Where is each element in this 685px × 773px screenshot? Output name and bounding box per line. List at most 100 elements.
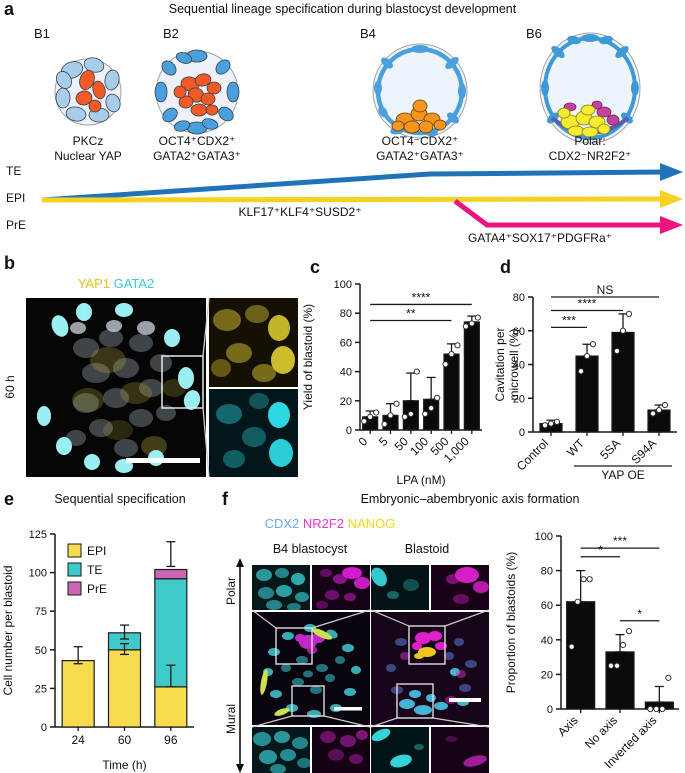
svg-text:Control: Control	[514, 436, 551, 473]
stage-b6-caption: Polar: CDX2⁻NR2F2⁺	[548, 134, 632, 163]
svg-text:0: 0	[547, 704, 553, 716]
svg-text:S94A: S94A	[628, 436, 659, 467]
mural-zoom-box	[396, 683, 434, 719]
scale-bar	[126, 458, 200, 463]
svg-text:****: ****	[578, 297, 597, 311]
nanog-stain-label: NANOG	[347, 516, 396, 531]
cavitation-chart: 0 20 40 60 80 *** **** NS Control WT 5SA S94A Cavita…	[492, 252, 685, 488]
svg-text:75: 75	[35, 606, 47, 618]
svg-text:40: 40	[340, 367, 352, 379]
b4-mural-inset-nr2f2	[312, 727, 370, 773]
blastoid-polar-inset-cdx2	[371, 565, 429, 610]
blastoid-mural-inset-cdx2	[371, 727, 429, 773]
panel-d-label: d	[500, 257, 511, 277]
epi-markers-label: KLF17⁺KLF4⁺SUSD2⁺	[238, 205, 362, 219]
lineage-pre-label: PrE	[6, 218, 27, 232]
lineage-epi-label: EPI	[6, 191, 26, 205]
gata2-stain-label: GATA2	[113, 276, 155, 291]
svg-text:40: 40	[541, 635, 553, 647]
svg-text:0: 0	[41, 722, 47, 734]
svg-text:60: 60	[340, 337, 352, 349]
panel-e: e Sequential specification 0 25 50 75 100 125…	[0, 488, 218, 773]
svg-text:25: 25	[35, 683, 47, 695]
proportion-of-blastoids-chart: 0 20 40 60 80 100 * *** * Axis No axis Inverted axi…	[503, 512, 685, 773]
panel-d: d 0 20 40 60 80 *** **** NS Control WT 5SA S94A Cavi…	[492, 252, 685, 488]
svg-text:100: 100	[334, 279, 352, 291]
panel-b: b YAP1 GATA2 60 h	[0, 252, 300, 488]
lineage-te-label: TE	[6, 164, 22, 178]
svg-text:NS: NS	[597, 283, 614, 297]
svg-text:50: 50	[35, 645, 47, 657]
svg-text:100: 100	[407, 434, 431, 458]
svg-text:96: 96	[164, 733, 178, 747]
svg-text:Axis: Axis	[555, 713, 581, 739]
svg-text:**: **	[406, 307, 416, 321]
panel-e-label: e	[4, 489, 15, 509]
svg-text:60: 60	[541, 600, 553, 612]
svg-text:LPA (nM): LPA (nM)	[396, 473, 445, 487]
stage-b4-caption: OCT4⁻CDX2⁺ GATA2⁺GATA3⁺	[376, 134, 464, 163]
blastocyst-diagrams	[41, 32, 683, 234]
cell-number-chart: 0 25 50 75 100 125 24 60 96 Time (h) Cell number p…	[0, 504, 218, 773]
b4-blastocyst-main-image	[252, 612, 370, 725]
svg-text:0: 0	[519, 427, 525, 439]
svg-text:Time (h): Time (h)	[102, 758, 146, 772]
b4-polar-inset-nr2f2	[312, 565, 370, 610]
svg-text:100: 100	[29, 568, 47, 580]
mural-zoom-box	[291, 685, 325, 717]
panel-c: c 0 20 40 60 80 100 ** **** 0 5 50 100 500 1,000 LPA (…	[300, 252, 492, 488]
svg-text:0: 0	[356, 434, 371, 449]
panel-f-label: f	[222, 489, 228, 509]
b4-blastocyst-column-header: B4 blastocyst	[272, 542, 348, 556]
svg-text:80: 80	[541, 566, 553, 578]
polar-mural-axis-arrow	[236, 558, 244, 773]
blastoid-mural-inset-nr2f2	[431, 727, 489, 773]
stage-b2-caption: OCT4⁺CDX2⁺ GATA2⁺GATA3⁺	[153, 134, 241, 163]
panel-c-label: c	[310, 257, 321, 277]
svg-text:****: ****	[412, 290, 431, 304]
svg-text:Yield of blastoid (%): Yield of blastoid (%)	[301, 304, 315, 410]
panel-f-stain-legend: CDX2 NR2F2 NANOG	[250, 516, 410, 531]
blastoid-image-column	[371, 565, 489, 773]
svg-text:20: 20	[513, 393, 525, 405]
yap1-channel-inset	[209, 298, 298, 387]
svg-text:TE: TE	[87, 563, 102, 577]
svg-text:Cell number per blastoid: Cell number per blastoid	[1, 565, 15, 695]
zoom-box	[161, 355, 204, 409]
stage-b2-name: B2	[163, 26, 179, 41]
svg-text:20: 20	[541, 669, 553, 681]
svg-text:***: ***	[562, 313, 576, 327]
svg-text:*: *	[637, 607, 642, 621]
polar-label: Polar	[224, 577, 238, 606]
b4-mural-inset-cdx2	[252, 727, 310, 773]
blastoid-column-header: Blastoid	[404, 542, 450, 556]
panel-a: a Sequential lineage specification durin…	[0, 0, 685, 252]
svg-text:Cavitation per: Cavitation per	[493, 327, 507, 401]
nr2f2-stain-label: NR2F2	[302, 516, 345, 531]
svg-text:60: 60	[513, 326, 525, 338]
mural-label: Mural	[224, 704, 238, 735]
stage-b6-name: B6	[526, 26, 542, 41]
svg-text:PrE: PrE	[87, 582, 107, 596]
panel-b-label: b	[4, 253, 15, 273]
gata2-channel-inset	[209, 389, 298, 477]
panel-a-title: Sequential lineage specification during …	[168, 2, 517, 16]
lineage-arrows	[41, 163, 683, 234]
b4-blastocyst-image-column	[252, 565, 370, 773]
yield-of-blastoid-chart: 0 20 40 60 80 100 ** **** 0 5 50 100 500 1,000 LPA (nM…	[300, 252, 492, 488]
panel-b-stain-legend: YAP1 GATA2	[26, 276, 206, 291]
scale-bar	[334, 707, 362, 711]
svg-text:WT: WT	[564, 436, 588, 460]
svg-text:80: 80	[513, 292, 525, 304]
svg-text:80: 80	[340, 308, 352, 320]
svg-text:YAP OE: YAP OE	[601, 468, 645, 482]
svg-text:100: 100	[535, 531, 553, 543]
stage-b4-name: B4	[360, 26, 376, 41]
svg-text:40: 40	[513, 360, 525, 372]
stage-b1-caption: PKCz Nuclear YAP	[54, 134, 122, 163]
svg-text:5: 5	[376, 434, 391, 449]
panel-f: f Embryonic–abembryonic axis formation C…	[218, 488, 685, 773]
svg-text:microwell (%): microwell (%)	[507, 328, 521, 400]
svg-text:EPI: EPI	[87, 544, 106, 558]
